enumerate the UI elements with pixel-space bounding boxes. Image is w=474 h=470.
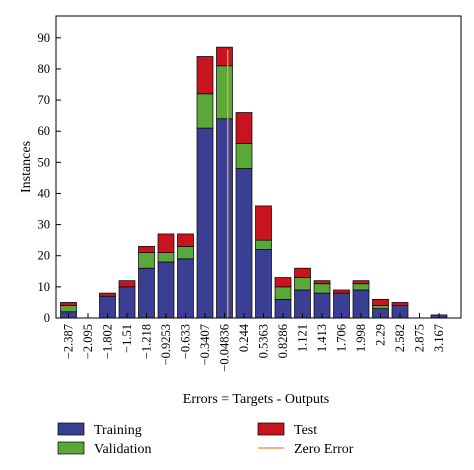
x-tick-label-13: 1.413 bbox=[315, 324, 329, 352]
y-tick-label-80: 80 bbox=[38, 62, 51, 76]
bar-test-5 bbox=[157, 233, 175, 253]
x-tick-label-10: 0.5363 bbox=[257, 324, 271, 358]
y-tick-label-50: 50 bbox=[38, 155, 51, 169]
bar-test-15 bbox=[352, 280, 370, 285]
y-tick-label-90: 90 bbox=[38, 31, 51, 45]
x-tick-label-8: −0.04836 bbox=[218, 324, 232, 372]
bar-training-9 bbox=[235, 168, 253, 319]
bar-test-4 bbox=[138, 246, 155, 253]
bar-test-8 bbox=[216, 46, 233, 67]
bar-test-0 bbox=[60, 302, 77, 306]
bar-training-4 bbox=[138, 267, 155, 319]
bar-training-6 bbox=[177, 258, 194, 319]
legend-label-zero-error: Zero Error bbox=[294, 442, 354, 457]
bar-test-2 bbox=[99, 292, 116, 297]
bar-test-17 bbox=[391, 302, 409, 306]
y-tick-label-20: 20 bbox=[38, 249, 51, 263]
x-tick-label-3: −1.51 bbox=[120, 324, 134, 353]
y-tick-label-60: 60 bbox=[38, 124, 51, 138]
x-tick-label-15: 1.998 bbox=[354, 324, 368, 352]
x-tick-label-2: −1.802 bbox=[101, 324, 115, 359]
plot-frame bbox=[55, 15, 462, 319]
x-tick-label-12: 1.121 bbox=[296, 324, 310, 352]
x-tick-label-4: −1.218 bbox=[140, 324, 154, 359]
bar-training-7 bbox=[196, 127, 214, 319]
bar-training-8 bbox=[216, 118, 233, 319]
bar-test-10 bbox=[255, 205, 272, 241]
x-tick-label-16: 2.29 bbox=[374, 324, 388, 346]
y-axis: 0 10 20 30 40 50 60 70 80 90 bbox=[38, 31, 61, 325]
x-tick-label-19: 3.167 bbox=[432, 324, 446, 352]
legend-label-training: Training bbox=[94, 423, 142, 438]
bar-test-13 bbox=[313, 280, 331, 285]
bar-validation-6 bbox=[177, 246, 194, 260]
y-axis-label: Instances bbox=[19, 141, 34, 193]
x-tick-label-7: −0.3407 bbox=[198, 324, 212, 365]
bar-test-9 bbox=[235, 112, 253, 144]
bar-training-5 bbox=[157, 261, 175, 319]
bar-validation-11 bbox=[274, 286, 292, 300]
bar-test-6 bbox=[177, 233, 194, 247]
bar-test-3 bbox=[118, 280, 136, 288]
x-tick-label-18: 2.875 bbox=[413, 324, 427, 352]
x-tick-label-14: 1.706 bbox=[335, 324, 349, 352]
bar-validation-13 bbox=[313, 283, 331, 294]
bar-validation-4 bbox=[138, 252, 155, 269]
x-tick-label-6: −0.633 bbox=[179, 324, 193, 359]
bar-validation-0 bbox=[60, 305, 77, 313]
x-tick-label-5: −0.9253 bbox=[159, 324, 173, 365]
bar-validation-7 bbox=[196, 93, 214, 129]
x-axis: −2.387 −2.095 −1.802 −1.51 −1.218 −0.9253 −0.6… bbox=[62, 313, 446, 372]
x-tick-label-9: 0.244 bbox=[237, 323, 251, 352]
bar-validation-5 bbox=[157, 252, 175, 263]
bar-validation-16 bbox=[372, 305, 389, 310]
y-tick-label-0: 0 bbox=[44, 311, 50, 325]
x-tick-label-1: −2.095 bbox=[81, 324, 95, 359]
bar-validation-15 bbox=[352, 283, 370, 291]
bar-test-16 bbox=[372, 298, 389, 306]
bar-training-10 bbox=[255, 249, 272, 319]
y-tick-label-30: 30 bbox=[38, 218, 51, 232]
bar-validation-9 bbox=[235, 143, 253, 169]
x-tick-label-11: 0.8286 bbox=[276, 324, 290, 358]
legend-swatch-test bbox=[257, 422, 285, 436]
x-tick-label-17: 2.582 bbox=[393, 324, 407, 352]
bars-group bbox=[60, 46, 448, 319]
legend-swatch-validation bbox=[57, 441, 85, 455]
bar-validation-10 bbox=[255, 239, 272, 250]
bar-validation-8 bbox=[216, 65, 233, 120]
legend: Training Test Validation Zero Error bbox=[57, 422, 354, 457]
legend-label-test: Test bbox=[294, 423, 317, 438]
y-tick-label-10: 10 bbox=[38, 280, 51, 294]
y-tick-label-40: 40 bbox=[38, 186, 51, 200]
legend-label-validation: Validation bbox=[94, 442, 152, 457]
bar-test-11 bbox=[274, 277, 292, 288]
bar-test-12 bbox=[294, 267, 311, 278]
bar-test-14 bbox=[333, 289, 350, 294]
x-axis-label: Errors = Targets - Outputs bbox=[183, 392, 329, 407]
legend-swatch-training bbox=[57, 422, 85, 436]
bar-test-7 bbox=[196, 56, 214, 95]
bar-validation-12 bbox=[294, 277, 311, 291]
x-tick-label-0: −2.387 bbox=[62, 324, 76, 359]
y-tick-label-70: 70 bbox=[38, 93, 51, 107]
